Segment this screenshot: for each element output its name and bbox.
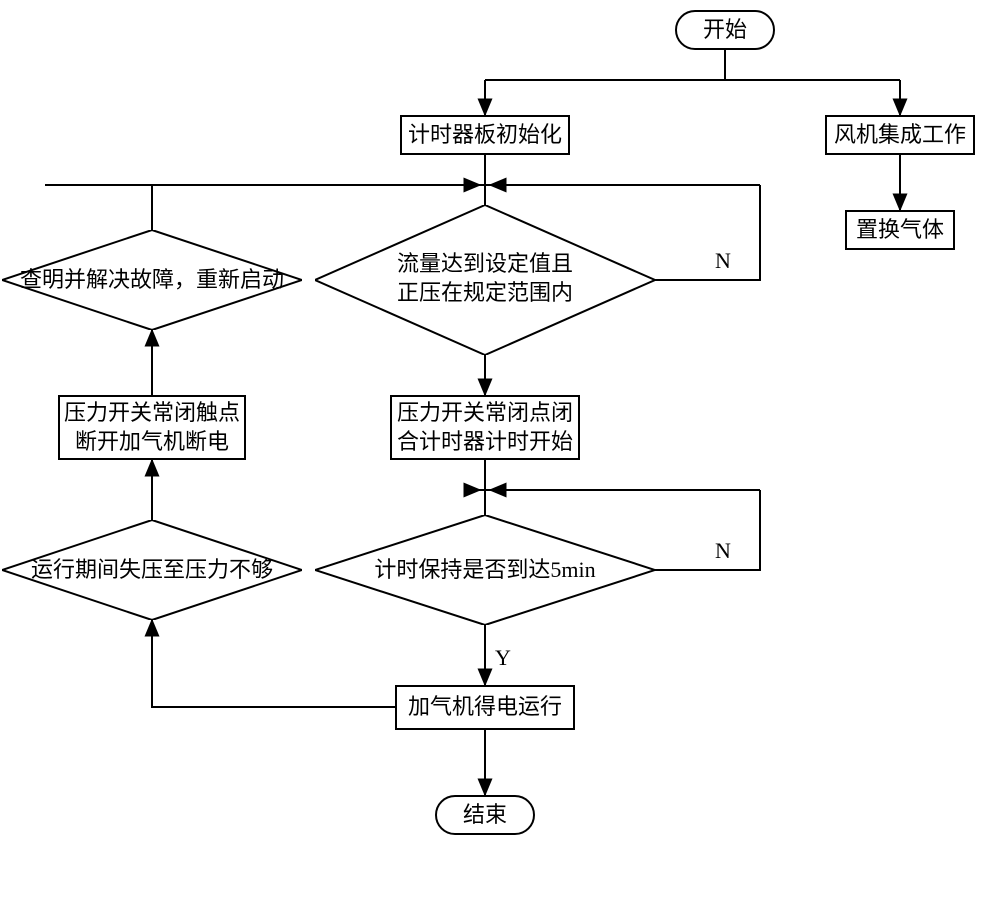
run-node: 加气机得电运行 [395, 685, 575, 730]
end-label: 结束 [463, 801, 507, 830]
press-loss-node: 运行期间失压至压力不够 [2, 520, 302, 620]
replace-gas-label: 置换气体 [856, 216, 944, 245]
flow-check-node: 流量达到设定值且 正压在规定范围内 [315, 205, 655, 355]
timer-init-node: 计时器板初始化 [400, 115, 570, 155]
fan-work-node: 风机集成工作 [825, 115, 975, 155]
timer-start-line1: 压力开关常闭点闭 [397, 399, 573, 428]
switch-open-line1: 压力开关常闭触点 [64, 399, 240, 428]
start-node: 开始 [675, 10, 775, 50]
timer-start-node: 压力开关常闭点闭 合计时器计时开始 [390, 395, 580, 460]
switch-open-line2: 断开加气机断电 [75, 428, 229, 457]
flow-check-n-label: N [715, 248, 731, 274]
time-5min-n-label: N [715, 538, 731, 564]
fan-work-label: 风机集成工作 [834, 121, 966, 150]
start-label: 开始 [703, 16, 747, 45]
end-node: 结束 [435, 795, 535, 835]
switch-open-node: 压力开关常闭触点 断开加气机断电 [58, 395, 246, 460]
run-label: 加气机得电运行 [408, 693, 562, 722]
replace-gas-node: 置换气体 [845, 210, 955, 250]
timer-init-label: 计时器板初始化 [408, 121, 562, 150]
time-5min-y-label: Y [495, 645, 511, 671]
timer-start-line2: 合计时器计时开始 [397, 428, 573, 457]
resolve-node: 查明并解决故障，重新启动 [2, 230, 302, 330]
time-5min-node: 计时保持是否到达5min [315, 515, 655, 625]
